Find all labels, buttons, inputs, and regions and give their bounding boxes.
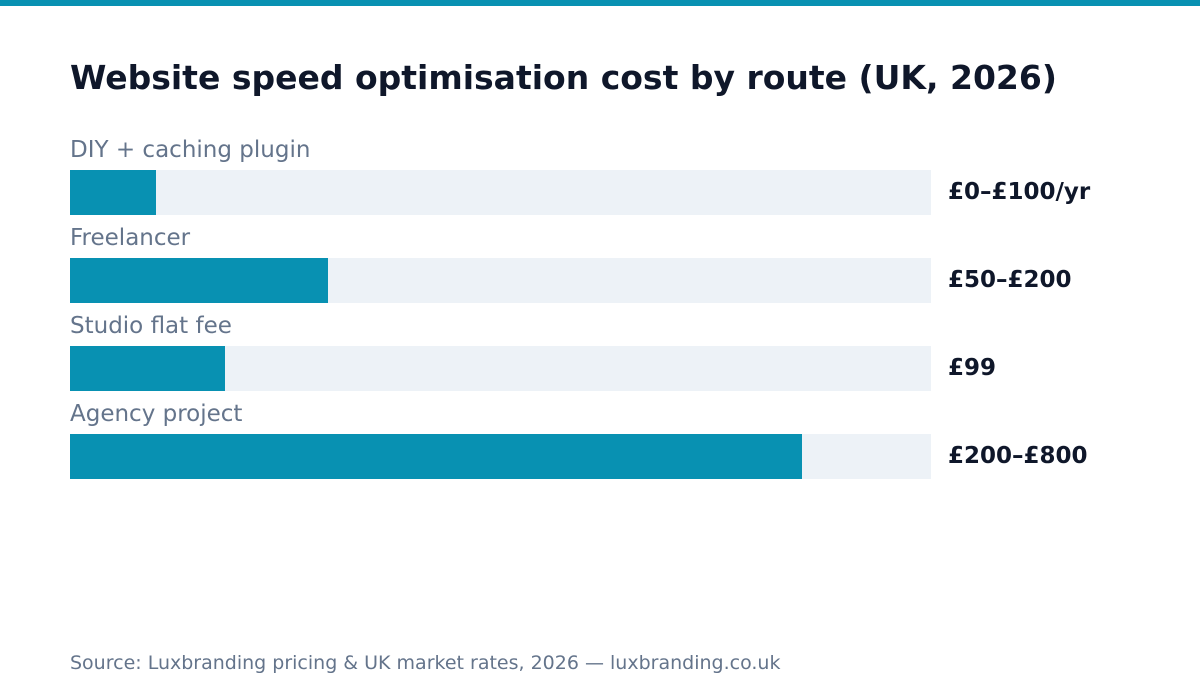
bar-row: Studio flat fee £99 bbox=[70, 308, 1170, 396]
bar-row: Freelancer £50–£200 bbox=[70, 220, 1170, 308]
bar-category-label: DIY + caching plugin bbox=[70, 137, 311, 163]
bar-track bbox=[70, 170, 931, 215]
bar-value-label: £200–£800 bbox=[948, 443, 1088, 469]
bar-chart: DIY + caching plugin £0–£100/yr Freelancer… bbox=[70, 132, 1170, 484]
bar bbox=[70, 434, 802, 479]
bar-track bbox=[70, 346, 931, 391]
bar-value-label: £0–£100/yr bbox=[948, 179, 1091, 205]
bar bbox=[70, 170, 156, 215]
bar-track bbox=[70, 258, 931, 303]
bar-category-label: Agency project bbox=[70, 401, 243, 427]
bar-value-label: £50–£200 bbox=[948, 267, 1072, 293]
bar-category-label: Studio flat fee bbox=[70, 313, 232, 339]
bar-value-label: £99 bbox=[948, 355, 997, 381]
bar-category-label: Freelancer bbox=[70, 225, 191, 251]
source-note: Source: Luxbranding pricing & UK market … bbox=[70, 652, 781, 674]
top-accent-bar bbox=[0, 0, 1200, 6]
bar-track bbox=[70, 434, 931, 479]
chart-title: Website speed optimisation cost by route… bbox=[70, 58, 1057, 97]
bar bbox=[70, 346, 225, 391]
bar-row: Agency project £200–£800 bbox=[70, 396, 1170, 484]
bar bbox=[70, 258, 328, 303]
bar-row: DIY + caching plugin £0–£100/yr bbox=[70, 132, 1170, 220]
